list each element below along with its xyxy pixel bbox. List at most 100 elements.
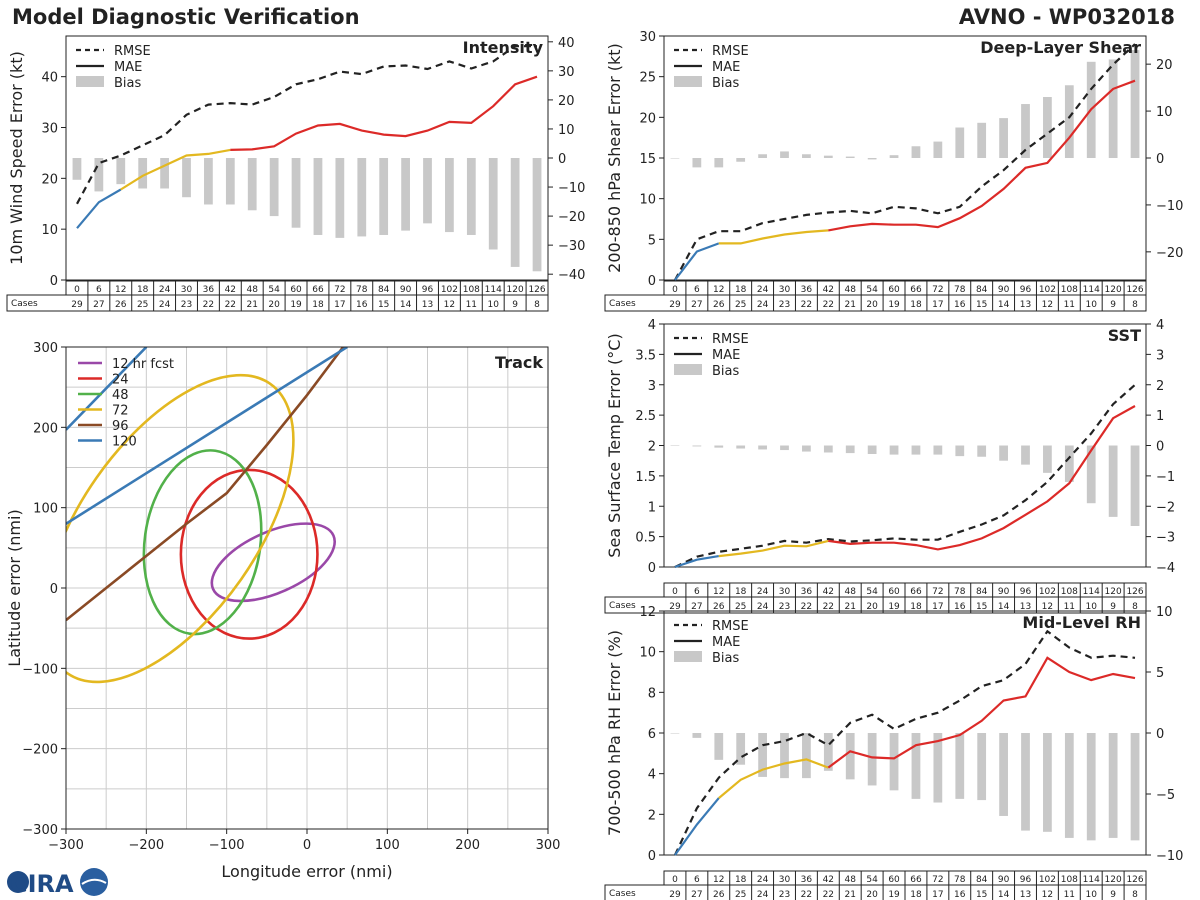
shear-bias-bar bbox=[1021, 104, 1030, 158]
rh-case-count: 12 bbox=[1042, 890, 1053, 900]
shear-bias-bar bbox=[802, 154, 811, 158]
rh-legend-bias-swatch bbox=[674, 651, 702, 662]
intensity-y2tick-label: 10 bbox=[558, 123, 575, 138]
track-xtick-label: 300 bbox=[536, 838, 561, 853]
sst-hour-label: 18 bbox=[735, 587, 747, 597]
sst-hour-label: 0 bbox=[672, 587, 678, 597]
sst-case-count: 22 bbox=[823, 602, 834, 612]
shear-case-count: 16 bbox=[954, 300, 966, 310]
rh-cases-row bbox=[604, 884, 1147, 900]
sst-ytick-label: 3.5 bbox=[635, 348, 656, 363]
sst-hour-label: 30 bbox=[779, 587, 791, 597]
track-xtick-label: −300 bbox=[48, 838, 84, 853]
shear-bias-bar bbox=[867, 158, 877, 160]
shear-bias-bar bbox=[1108, 59, 1118, 158]
intensity-case-count: 18 bbox=[312, 300, 324, 310]
rh-ytick-label: 6 bbox=[648, 727, 656, 742]
shear-bias-bar bbox=[889, 155, 899, 158]
intensity-bias-bar bbox=[225, 158, 235, 205]
rh-case-count: 10 bbox=[1086, 890, 1098, 900]
rh-hour-label: 0 bbox=[672, 875, 678, 885]
shear-case-count: 24 bbox=[757, 300, 769, 310]
sst-bias-bar bbox=[977, 445, 987, 457]
intensity-y2tick-label: −10 bbox=[558, 181, 585, 196]
sst-y2tick-label: −1 bbox=[1156, 470, 1175, 485]
sst-hour-label: 12 bbox=[713, 587, 724, 597]
logo-globe-left-icon bbox=[7, 871, 29, 893]
rh-hour-label: 96 bbox=[1020, 875, 1032, 885]
track-curve-120hr-b bbox=[66, 347, 348, 525]
shear-case-count: 10 bbox=[1086, 300, 1098, 310]
sst-y2tick-label: −3 bbox=[1156, 531, 1175, 546]
shear-bias-bar bbox=[736, 158, 746, 162]
track-title: Track bbox=[495, 353, 543, 372]
track-xtick-label: −100 bbox=[209, 838, 245, 853]
sst-y2tick-label: 2 bbox=[1156, 379, 1164, 394]
sst-hour-label: 42 bbox=[823, 587, 834, 597]
sst-case-count: 16 bbox=[954, 602, 966, 612]
sst-ytick-label: 0 bbox=[648, 561, 656, 576]
track-xtick-label: 100 bbox=[375, 838, 400, 853]
track-ellipse-48hr bbox=[142, 449, 263, 636]
sst-y2tick-label: 1 bbox=[1156, 409, 1164, 424]
shear-hour-label: 48 bbox=[845, 285, 857, 295]
rh-case-count: 20 bbox=[866, 890, 878, 900]
rh-ylabel: 700-500 hPa RH Error (%) bbox=[605, 630, 624, 836]
intensity-case-count: 22 bbox=[203, 300, 214, 310]
rh-hour-label: 84 bbox=[976, 875, 988, 885]
sst-hour-label: 24 bbox=[757, 587, 769, 597]
shear-y2tick-label: 0 bbox=[1156, 152, 1164, 167]
intensity-rmse-line bbox=[76, 45, 537, 205]
shear-bias-bar bbox=[780, 151, 789, 158]
rh-case-count: 15 bbox=[976, 890, 987, 900]
intensity-cases-row bbox=[6, 294, 549, 312]
shear-case-count: 20 bbox=[866, 300, 878, 310]
intensity-ylabel: 10m Wind Speed Error (kt) bbox=[7, 51, 26, 265]
shear-case-count: 21 bbox=[845, 300, 856, 310]
intensity-ytick-label: 10 bbox=[41, 223, 58, 238]
rh-case-count: 23 bbox=[779, 890, 790, 900]
rh-hour-label: 24 bbox=[757, 875, 769, 885]
rh-hour-label: 120 bbox=[1105, 875, 1122, 885]
sst-ytick-label: 2.5 bbox=[635, 409, 656, 424]
rh-hour-label: 30 bbox=[779, 875, 791, 885]
sst-bias-bar bbox=[802, 445, 811, 452]
sst-bias-bar bbox=[714, 445, 724, 448]
shear-hour-label: 72 bbox=[932, 285, 943, 295]
intensity-hour-label: 36 bbox=[203, 285, 215, 295]
sst-bias-bar bbox=[670, 445, 680, 446]
track-xtick-label: 0 bbox=[303, 838, 311, 853]
page-title: Model Diagnostic Verification bbox=[12, 5, 360, 29]
rh-mae-line-yellow bbox=[718, 758, 829, 799]
intensity-hour-label: 60 bbox=[290, 285, 302, 295]
sst-bias-bar bbox=[933, 445, 943, 455]
intensity-bias-bar bbox=[116, 158, 126, 185]
rh-legend-rmse-label: RMSE bbox=[712, 619, 749, 634]
shear-hour-label: 114 bbox=[1083, 285, 1100, 295]
intensity-case-count: 15 bbox=[378, 300, 389, 310]
rh-case-count: 19 bbox=[888, 890, 900, 900]
intensity-y2tick-label: −30 bbox=[558, 239, 585, 254]
intensity-y2tick-label: 20 bbox=[558, 94, 575, 109]
sst-legend-rmse-label: RMSE bbox=[712, 332, 749, 347]
shear-bias-bar bbox=[955, 127, 965, 158]
rh-hour-label: 66 bbox=[910, 875, 922, 885]
sst-case-count: 14 bbox=[998, 602, 1010, 612]
sst-bias-bar bbox=[823, 445, 833, 453]
shear-case-count: 14 bbox=[998, 300, 1010, 310]
intensity-bias-bar bbox=[335, 158, 345, 238]
rh-bias-bar bbox=[692, 733, 702, 738]
track-legend-label: 24 bbox=[112, 373, 129, 388]
rh-title: Mid-Level RH bbox=[1022, 613, 1141, 632]
sst-y2tick-label: −2 bbox=[1156, 500, 1175, 515]
sst-case-count: 18 bbox=[910, 602, 922, 612]
shear-ytick-label: 25 bbox=[639, 71, 656, 86]
intensity-y2tick-label: −40 bbox=[558, 268, 585, 283]
intensity-case-count: 22 bbox=[225, 300, 236, 310]
shear-case-count: 27 bbox=[691, 300, 702, 310]
intensity-case-count: 11 bbox=[466, 300, 477, 310]
sst-case-count: 21 bbox=[845, 602, 856, 612]
rh-bias-bar bbox=[999, 733, 1008, 816]
rh-case-count: 26 bbox=[713, 890, 725, 900]
intensity-case-count: 20 bbox=[268, 300, 280, 310]
